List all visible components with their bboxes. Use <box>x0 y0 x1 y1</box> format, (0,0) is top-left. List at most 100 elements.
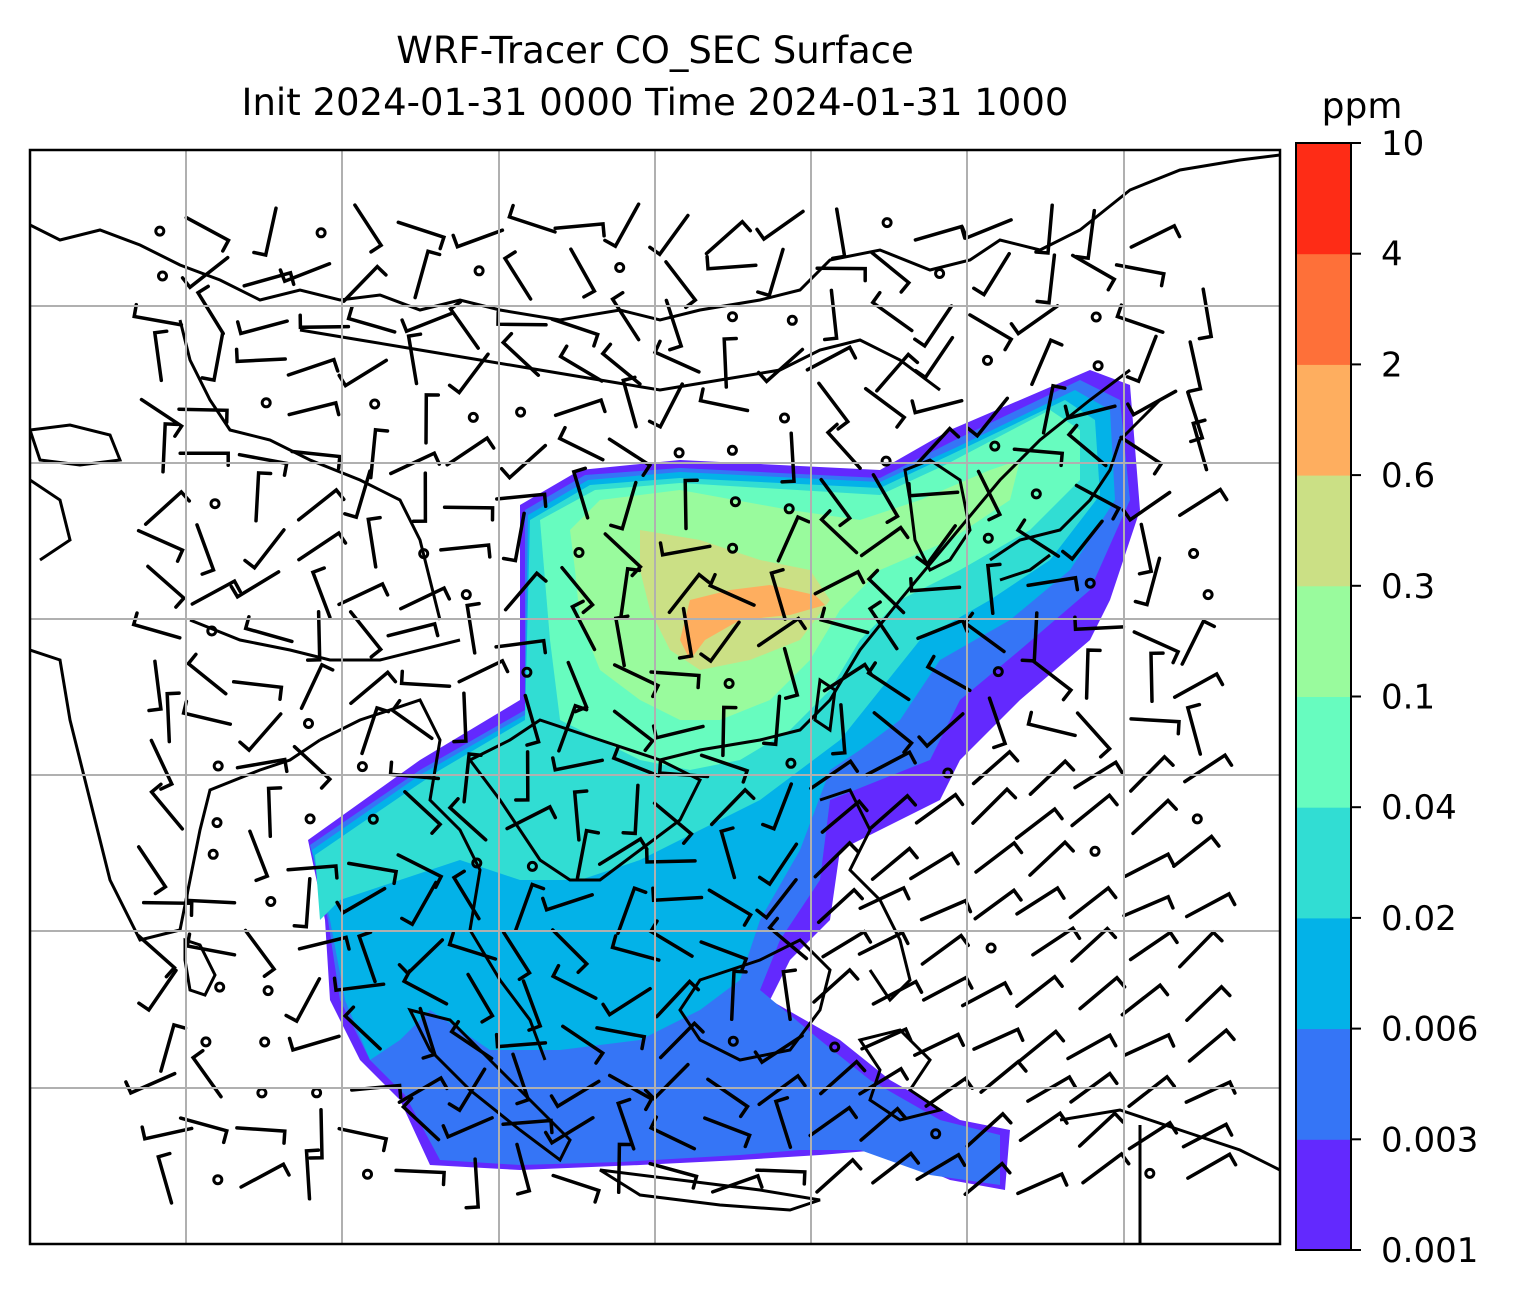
wind-barb <box>776 514 811 563</box>
wind-barb <box>549 1079 601 1109</box>
wind-barb <box>812 967 860 1004</box>
wind-barb <box>609 480 638 531</box>
wind-barb <box>570 599 597 652</box>
wind-barb <box>729 969 748 1022</box>
wind-barb <box>1074 208 1097 261</box>
wind-barb <box>1123 1032 1176 1057</box>
wind-barb <box>146 564 187 609</box>
wind-barb <box>1197 287 1214 341</box>
wind-barb <box>185 932 237 957</box>
wind-barb <box>248 829 270 883</box>
colorbar-tick-label: 0.02 <box>1381 899 1457 939</box>
wind-barb <box>664 298 684 352</box>
colorbar-tick-label: 0.1 <box>1381 678 1435 718</box>
wind-barb <box>1015 974 1064 1008</box>
wind-barb <box>612 709 656 753</box>
wind-barb <box>406 332 423 386</box>
calm-wind-marker <box>515 406 527 418</box>
wind-barb <box>494 638 548 655</box>
wind-barb <box>1129 717 1181 736</box>
wind-barb <box>658 541 712 557</box>
wind-barb <box>761 694 782 747</box>
colorbar-band <box>1296 807 1351 919</box>
wind-barb <box>1030 337 1064 387</box>
calm-wind-marker <box>930 1128 942 1140</box>
wind-barb <box>337 581 390 607</box>
coastline-newguinea <box>1059 1108 1280 1244</box>
wind-barb <box>866 661 911 702</box>
wind-barb <box>767 916 809 961</box>
wind-barb <box>973 887 1023 921</box>
wind-barb <box>780 431 796 484</box>
wind-barb <box>817 381 851 431</box>
wind-barb <box>305 610 322 662</box>
wind-barb <box>1009 304 1060 337</box>
calm-wind-marker <box>881 217 893 229</box>
wind-barb <box>195 523 216 576</box>
wind-barb <box>1012 447 1065 468</box>
wind-barb <box>571 466 590 520</box>
colorbar-tick-label: 2 <box>1381 345 1403 385</box>
wind-barb <box>600 342 642 386</box>
wind-barb <box>442 505 495 522</box>
wind-barb <box>971 786 1018 825</box>
wind-barb <box>447 1067 487 1113</box>
colorbar-tick-label: 0.6 <box>1381 456 1435 496</box>
wind-barb <box>1187 1027 1236 1063</box>
wind-barb <box>286 357 340 377</box>
wind-barb <box>913 224 967 242</box>
wind-barb <box>655 979 701 1019</box>
wind-barb <box>541 893 594 913</box>
calm-wind-marker <box>785 757 797 769</box>
calm-wind-marker <box>154 225 166 237</box>
calm-wind-marker <box>989 440 1001 452</box>
wind-barb <box>287 400 341 417</box>
wind-barb <box>448 300 480 350</box>
wind-barb <box>1178 929 1224 969</box>
calm-wind-marker <box>673 447 685 459</box>
wind-barb <box>190 1048 223 1099</box>
wind-barb <box>332 976 386 993</box>
wind-barb <box>607 1073 654 1112</box>
wind-barb <box>919 898 973 922</box>
wind-barb <box>859 525 910 558</box>
wind-barb <box>184 215 231 253</box>
wind-barb <box>156 1151 174 1205</box>
calm-wind-marker <box>212 760 224 772</box>
coastline-caspian-area <box>30 423 123 562</box>
wind-barb <box>292 744 333 790</box>
wind-barb <box>870 290 914 333</box>
wind-barb <box>699 940 749 972</box>
wind-barb <box>1137 522 1154 576</box>
calm-wind-marker <box>779 412 790 424</box>
calm-wind-marker <box>992 666 1004 678</box>
wind-barb <box>972 1026 1025 1051</box>
wind-barb <box>756 347 805 384</box>
wind-barb <box>808 1105 858 1138</box>
wind-barb <box>161 422 179 474</box>
wind-barb <box>1016 1171 1069 1196</box>
wind-barb <box>550 317 600 348</box>
wind-barb <box>290 449 342 471</box>
calm-wind-marker <box>727 1035 739 1047</box>
wind-barb <box>284 977 322 1024</box>
colorbar-band <box>1296 917 1351 1030</box>
wind-barb <box>960 980 1013 1008</box>
wind-barb <box>1127 1074 1177 1108</box>
wind-barb <box>1180 618 1217 666</box>
border-himalaya <box>189 618 461 662</box>
wind-barb <box>915 1152 967 1181</box>
wind-barb <box>551 1173 602 1204</box>
wind-barb <box>413 249 442 300</box>
wind-barb <box>1084 648 1102 700</box>
wind-barb <box>915 524 957 568</box>
wind-barb <box>966 396 1010 439</box>
wind-barb <box>916 618 969 641</box>
wind-barb <box>658 1020 705 1060</box>
calm-wind-marker <box>209 498 221 510</box>
colorbar-band <box>1296 696 1351 808</box>
wind-barb <box>1026 1074 1078 1103</box>
wind-barb <box>830 207 847 261</box>
wind-barb <box>400 1096 441 1142</box>
